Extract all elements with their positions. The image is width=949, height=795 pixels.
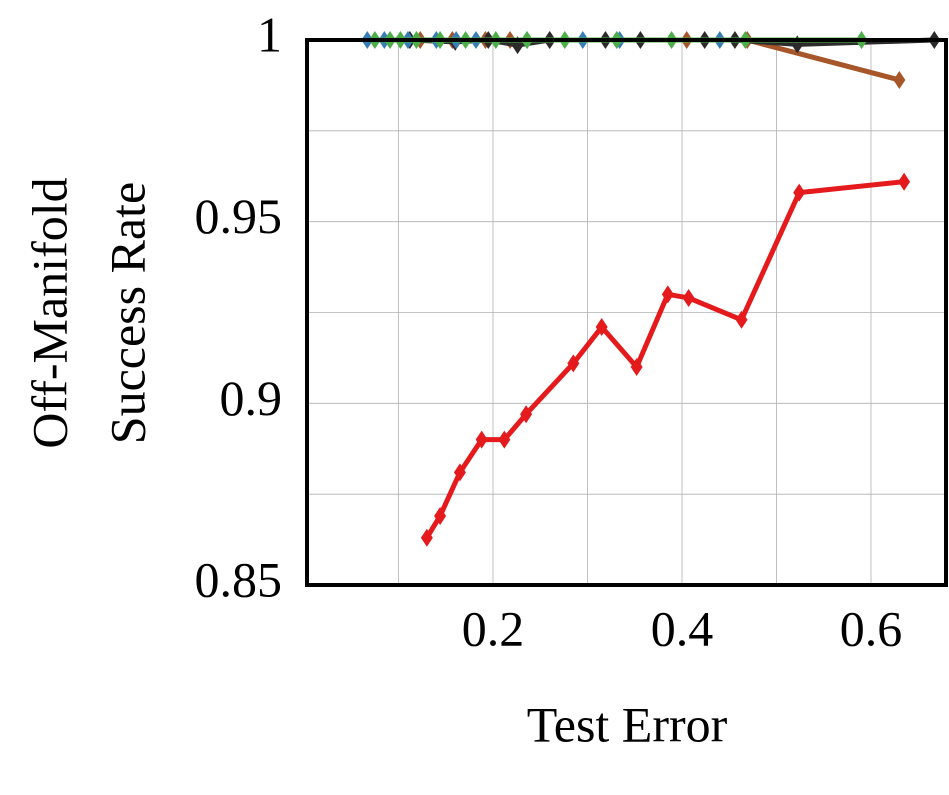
- marker: [735, 310, 748, 329]
- series-line: [420, 37, 900, 83]
- marker: [520, 405, 533, 424]
- y-axis-label: Success Rate: [99, 182, 155, 444]
- y-tick-label: 0.85: [195, 551, 283, 607]
- marker: [595, 318, 608, 337]
- y-tick-label: 0.95: [195, 188, 283, 244]
- marker: [420, 528, 433, 547]
- y-tick-label: 1: [257, 6, 282, 62]
- y-tick-label: 0.9: [220, 370, 283, 426]
- marker: [661, 285, 674, 304]
- x-tick-label: 0.6: [840, 600, 903, 656]
- x-axis-label: Test Error: [527, 696, 728, 752]
- marker: [475, 430, 488, 449]
- x-tick-label: 0.2: [462, 600, 525, 656]
- marker: [682, 288, 695, 307]
- marker: [898, 172, 911, 191]
- x-tick-label: 0.4: [651, 600, 714, 656]
- marker: [453, 463, 466, 482]
- marker: [630, 358, 643, 376]
- marker: [893, 70, 906, 89]
- y-axis-label: Off-Manifold: [21, 177, 77, 448]
- marker: [498, 430, 511, 449]
- series-line: [424, 179, 905, 540]
- marker: [793, 183, 806, 202]
- marker: [567, 354, 580, 373]
- plot-frame: [305, 38, 948, 587]
- marker: [434, 506, 447, 525]
